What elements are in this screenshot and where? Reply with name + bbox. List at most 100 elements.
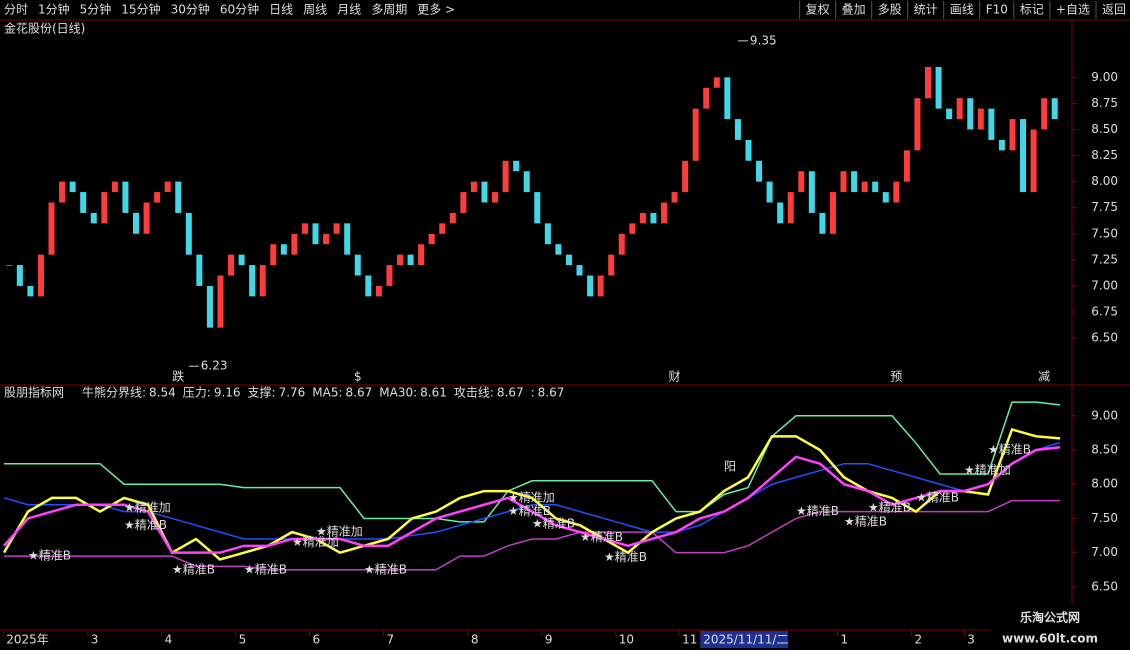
legend-name: MA30: xyxy=(379,386,417,400)
candle xyxy=(90,212,97,224)
candle xyxy=(323,233,330,245)
date-label: 6 xyxy=(313,633,321,647)
candle xyxy=(217,275,224,328)
indicator-line xyxy=(2,427,1061,561)
candle xyxy=(766,181,773,203)
candle xyxy=(354,254,361,276)
candle xyxy=(576,265,583,276)
candle xyxy=(956,98,963,120)
legend-name: 压力: xyxy=(183,386,211,400)
candle xyxy=(101,192,108,224)
candle xyxy=(734,119,741,140)
event-marker: $ xyxy=(354,370,362,384)
toolbar-button[interactable]: 60分钟 xyxy=(220,2,259,17)
candle xyxy=(555,244,562,255)
candle xyxy=(1009,119,1016,151)
candle xyxy=(903,150,910,182)
candle xyxy=(597,275,604,297)
legend-name: : xyxy=(531,386,535,400)
legend-value: 8.54 xyxy=(149,386,176,400)
candle xyxy=(544,223,551,245)
candle xyxy=(122,181,129,213)
date-label: 7 xyxy=(386,633,394,647)
watermark-box xyxy=(990,604,1130,650)
date-label: 1 xyxy=(841,633,849,647)
candle xyxy=(407,254,414,266)
candle xyxy=(1020,119,1027,193)
indicator-line xyxy=(4,401,1061,523)
toolbar-button[interactable]: 多股 xyxy=(878,3,902,17)
candle xyxy=(228,254,235,276)
candle xyxy=(745,139,752,161)
toolbar-button[interactable]: 月线 xyxy=(337,3,361,17)
signal-label: ★精准B xyxy=(844,514,887,528)
toolbar-button[interactable]: F10 xyxy=(986,3,1008,17)
date-label: 2025/11/11/二 xyxy=(703,633,788,647)
y-tick-label: 8.25 xyxy=(1091,148,1118,162)
candle xyxy=(502,160,509,193)
candle xyxy=(998,139,1005,151)
toolbar-button[interactable]: 更多 > xyxy=(417,3,455,17)
candle xyxy=(639,212,646,224)
y-tick-label: 8.50 xyxy=(1091,122,1118,136)
candle xyxy=(629,223,636,234)
candle xyxy=(1051,98,1058,120)
legend-name: MA5: xyxy=(312,386,342,400)
toolbar-button[interactable]: 复权 xyxy=(806,3,830,17)
toolbar-button[interactable]: 返回 xyxy=(1102,3,1126,17)
indicator-line xyxy=(3,446,1061,554)
toolbar-button[interactable]: 多周期 xyxy=(371,3,407,17)
y-tick-label: 6.75 xyxy=(1091,305,1118,319)
candle xyxy=(1041,98,1048,130)
toolbar-button[interactable]: +自选 xyxy=(1056,3,1090,17)
date-label: 3 xyxy=(91,633,99,647)
toolbar-button[interactable]: 统计 xyxy=(914,3,938,17)
toolbar-button[interactable]: 1分钟 xyxy=(38,2,70,17)
candle xyxy=(618,233,625,255)
candle xyxy=(386,265,393,286)
watermark: 乐淘公式网 xyxy=(1020,610,1080,625)
candle xyxy=(523,171,530,193)
toolbar-button[interactable]: 画线 xyxy=(950,3,974,17)
date-label: 9 xyxy=(545,633,553,647)
signal-label: ★精准加 xyxy=(964,463,1011,477)
y-tick-label: 8.75 xyxy=(1091,96,1118,110)
toolbar-button[interactable]: 周线 xyxy=(303,3,327,17)
signal-label: ★精准B xyxy=(580,530,623,544)
toolbar-button[interactable]: 15分钟 xyxy=(121,2,160,17)
candle xyxy=(724,77,731,120)
y-tick-label: 9.00 xyxy=(1091,408,1118,422)
candle xyxy=(460,192,467,213)
candle xyxy=(375,285,382,297)
candle xyxy=(756,160,763,182)
y-tick-label: 7.50 xyxy=(1091,226,1118,240)
toolbar-button[interactable]: 标记 xyxy=(1020,3,1044,17)
legend-value: 9.16 xyxy=(214,386,241,400)
toolbar-button[interactable]: 5分钟 xyxy=(80,2,112,17)
date-label: 11 xyxy=(682,633,697,647)
candle xyxy=(808,171,815,213)
cursor-date-box xyxy=(700,631,789,648)
toolbar-button[interactable]: 30分钟 xyxy=(171,2,210,17)
toolbar-button[interactable]: 分时 xyxy=(4,3,28,17)
candle xyxy=(946,108,953,120)
y-tick-label: 9.00 xyxy=(1091,70,1118,84)
signal-label: ★精准B xyxy=(604,550,647,564)
candle xyxy=(59,181,66,203)
legend-value: 8.61 xyxy=(420,386,447,400)
candle xyxy=(164,181,171,193)
legend-name: 牛熊分界线: xyxy=(82,385,146,400)
candle xyxy=(893,181,900,203)
y-tick-label: 7.75 xyxy=(1091,200,1118,214)
candle xyxy=(713,77,720,88)
candle xyxy=(185,212,192,255)
candle xyxy=(69,181,76,193)
candle xyxy=(829,192,836,234)
signal-label: ★精准B xyxy=(988,443,1031,457)
toolbar-button[interactable]: 日线 xyxy=(269,3,293,17)
toolbar-button[interactable]: 叠加 xyxy=(842,3,866,17)
candle xyxy=(882,192,889,203)
chart-title: 金花股份(日线) xyxy=(4,21,85,36)
date-label: 3 xyxy=(967,633,975,647)
